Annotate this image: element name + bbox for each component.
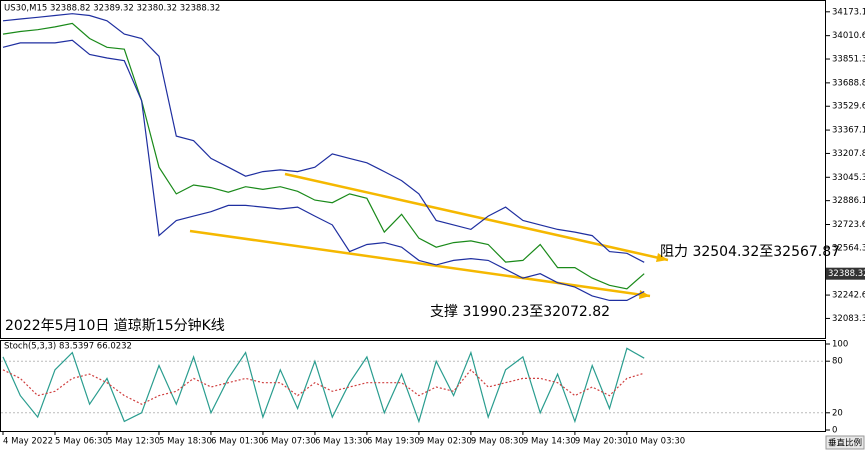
- support-line: [189, 229, 651, 298]
- y-tick-label: 32564.35: [832, 243, 865, 253]
- y-tick-label: 33367.10: [832, 126, 865, 136]
- series-line: [2, 22, 645, 290]
- x-tick-label: 9 May 14:30: [523, 437, 576, 447]
- x-tick-label: 10 May 03:30: [627, 437, 685, 447]
- y-tick-label: 100: [832, 340, 848, 350]
- resistance-line: [284, 172, 669, 262]
- x-tick-label: 6 May 07:30: [263, 437, 316, 447]
- y-tick-label: 32083.35: [832, 314, 865, 324]
- y-tick-label: 32723.60: [832, 220, 865, 230]
- y-tick-label: 32886.10: [832, 196, 865, 206]
- x-tick-label: 5 May 12:30: [107, 437, 160, 447]
- x-tick-label: 4 May 2022: [3, 437, 53, 447]
- annotation: 2022年5月10日 道琼斯15分钟K线: [5, 317, 225, 334]
- arrow-head: [656, 253, 668, 262]
- plot: 34173.15 34010.60 33851.35 33688.85 33529.60…: [1, 7, 865, 447]
- x-tick-label: 5 May 18:30: [159, 437, 212, 447]
- y-tick-label: 20: [832, 408, 843, 418]
- current-price-box: [826, 267, 865, 280]
- series-line: [2, 39, 645, 301]
- main-panel: [0, 0, 826, 339]
- x-tick-label: 6 May 13:30: [315, 437, 368, 447]
- y-tick-label: 80: [832, 357, 843, 367]
- scale-button-label[interactable]: 垂直比例: [828, 438, 862, 449]
- y-tick-label: 33688.85: [832, 78, 865, 88]
- series-line: [2, 13, 645, 263]
- series-line: [2, 368, 645, 405]
- x-tick-label: 9 May 08:30: [471, 437, 524, 447]
- current-price-label: 32388.32: [828, 269, 865, 279]
- y-tick-label: 33851.35: [832, 55, 865, 65]
- annotation: 阻力 32504.32至32567.87: [660, 244, 840, 260]
- x-tick-label: 6 May 19:30: [367, 437, 420, 447]
- chart-title: US30,M15 32388.82 32389.32 32380.32 3238…: [4, 4, 220, 14]
- x-tick-label: 9 May 02:30: [419, 437, 472, 447]
- y-tick-label: 33045.35: [832, 173, 865, 183]
- y-tick-label: 0: [832, 426, 837, 436]
- x-tick-label: 6 May 01:30: [211, 437, 264, 447]
- scale-button[interactable]: [825, 435, 865, 450]
- annotation: 支撑 31990.23至32072.82: [430, 304, 610, 320]
- y-tick-label: 33207.85: [832, 149, 865, 159]
- y-tick-label: 34173.15: [832, 7, 865, 17]
- stoch-panel: [0, 340, 826, 432]
- y-tick-label: 32242.60: [832, 291, 865, 301]
- y-tick-label: 33529.60: [832, 102, 865, 112]
- x-tick-label: 5 May 06:30: [55, 437, 108, 447]
- y-tick-label: 34010.60: [832, 31, 865, 41]
- x-tick-label: 9 May 20:30: [575, 437, 628, 447]
- stoch-title: Stoch(5,3,3) 83.5397 66.0232: [4, 342, 132, 352]
